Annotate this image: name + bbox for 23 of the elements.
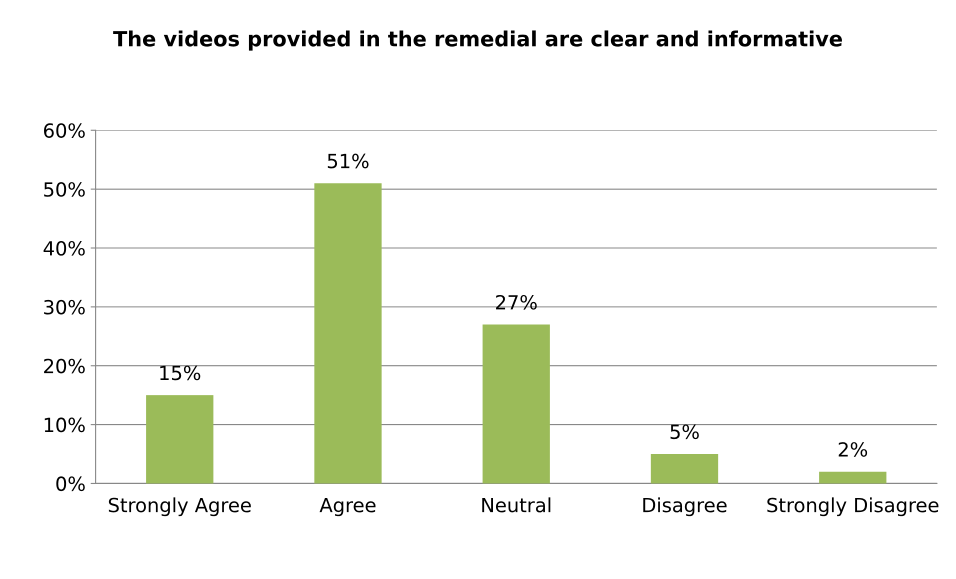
data-label: 15% [160,366,200,380]
data-label: 51% [328,154,369,168]
y-tick-label: 40% [44,240,85,256]
y-tick-label: 20% [44,358,85,374]
data-label: 27% [496,294,537,310]
bar [482,324,550,484]
data-label: 2% [838,442,868,457]
y-tick-label: 0% [56,476,85,492]
x-tick-label: Strongly Agree [108,497,251,516]
x-tick-label: Disagree [643,497,727,516]
y-tick-label: 60% [44,123,85,138]
x-tick-label: Neutral [482,497,550,512]
x-tick-label: Strongly Disagree [767,497,938,516]
chart-title: The videos provided in the remedial are clear and informative [113,30,842,51]
x-tick-label: Agree [320,498,376,516]
data-label: 5% [670,424,699,440]
y-tick-label: 50% [44,182,85,197]
y-tick-label: 30% [44,300,85,315]
bar [819,472,886,484]
bar [146,395,214,484]
y-tick-label: 10% [44,418,85,432]
bar [314,183,382,484]
bar [650,454,718,484]
